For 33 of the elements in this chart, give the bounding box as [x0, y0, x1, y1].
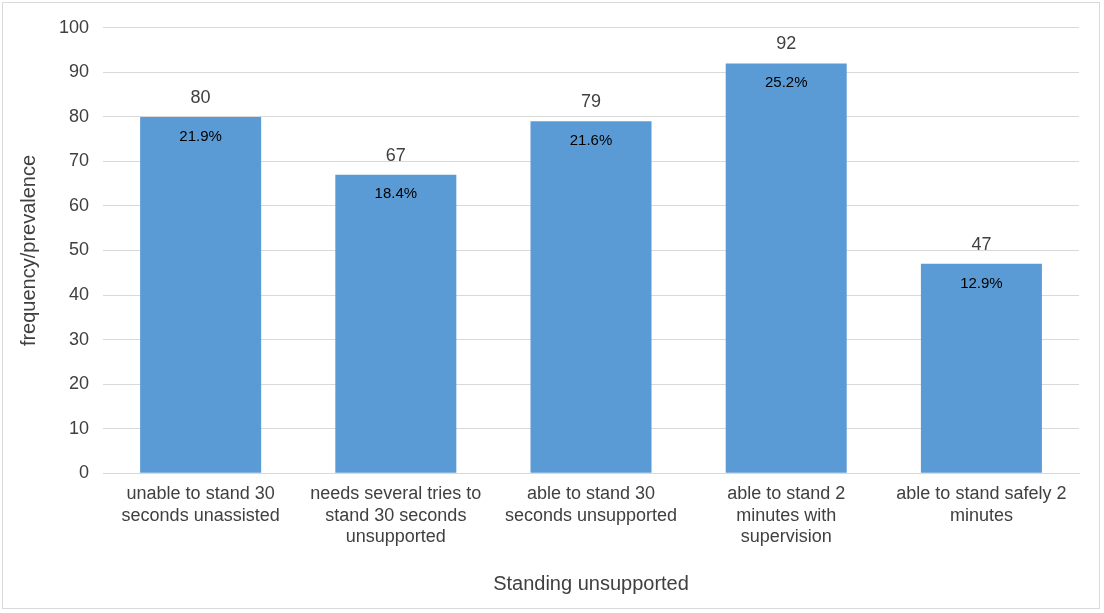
data-label: 80 [190, 86, 211, 107]
bar [140, 116, 262, 473]
annotation: 21.9% [179, 126, 222, 144]
annotation: 18.4% [374, 184, 418, 202]
annotation: 25.2% [764, 73, 808, 91]
y-tick-label: 70 [69, 150, 90, 171]
annotation: 12.9% [960, 273, 1003, 291]
data-label: 79 [581, 91, 602, 112]
x-tick-label: able to stand 30 seconds unsupported [504, 482, 678, 525]
bar [725, 63, 847, 473]
y-tick-label: 80 [69, 105, 90, 126]
data-label: 92 [776, 33, 797, 54]
x-tick-label: able to stand safely 2 minutes [896, 482, 1067, 525]
y-tick-label: 90 [69, 61, 90, 82]
y-axis-title: frequency/prevalence [16, 154, 39, 347]
bar [335, 174, 457, 473]
y-tick-label: 10 [69, 417, 90, 438]
y-tick-label: 100 [58, 16, 90, 37]
x-axis-title: Standing unsupported [493, 571, 689, 594]
bar [920, 263, 1042, 473]
bar [530, 121, 652, 473]
annotation: 21.6% [569, 130, 613, 148]
data-label: 47 [971, 233, 992, 254]
y-tick-label: 40 [69, 284, 90, 305]
y-tick-label: 60 [69, 194, 90, 215]
y-tick-label: 0 [79, 462, 90, 483]
x-tick-label: needs several tries to stand 30 seconds unsupported [310, 482, 482, 547]
data-label: 67 [385, 144, 406, 165]
y-tick-label: 50 [69, 239, 90, 260]
y-tick-label: 30 [69, 328, 90, 349]
x-tick-label: unable to stand 30 seconds unassisted [121, 482, 280, 525]
y-tick-label: 20 [69, 373, 90, 394]
x-tick-label: able to stand 2 minutes with supervision [727, 482, 846, 547]
